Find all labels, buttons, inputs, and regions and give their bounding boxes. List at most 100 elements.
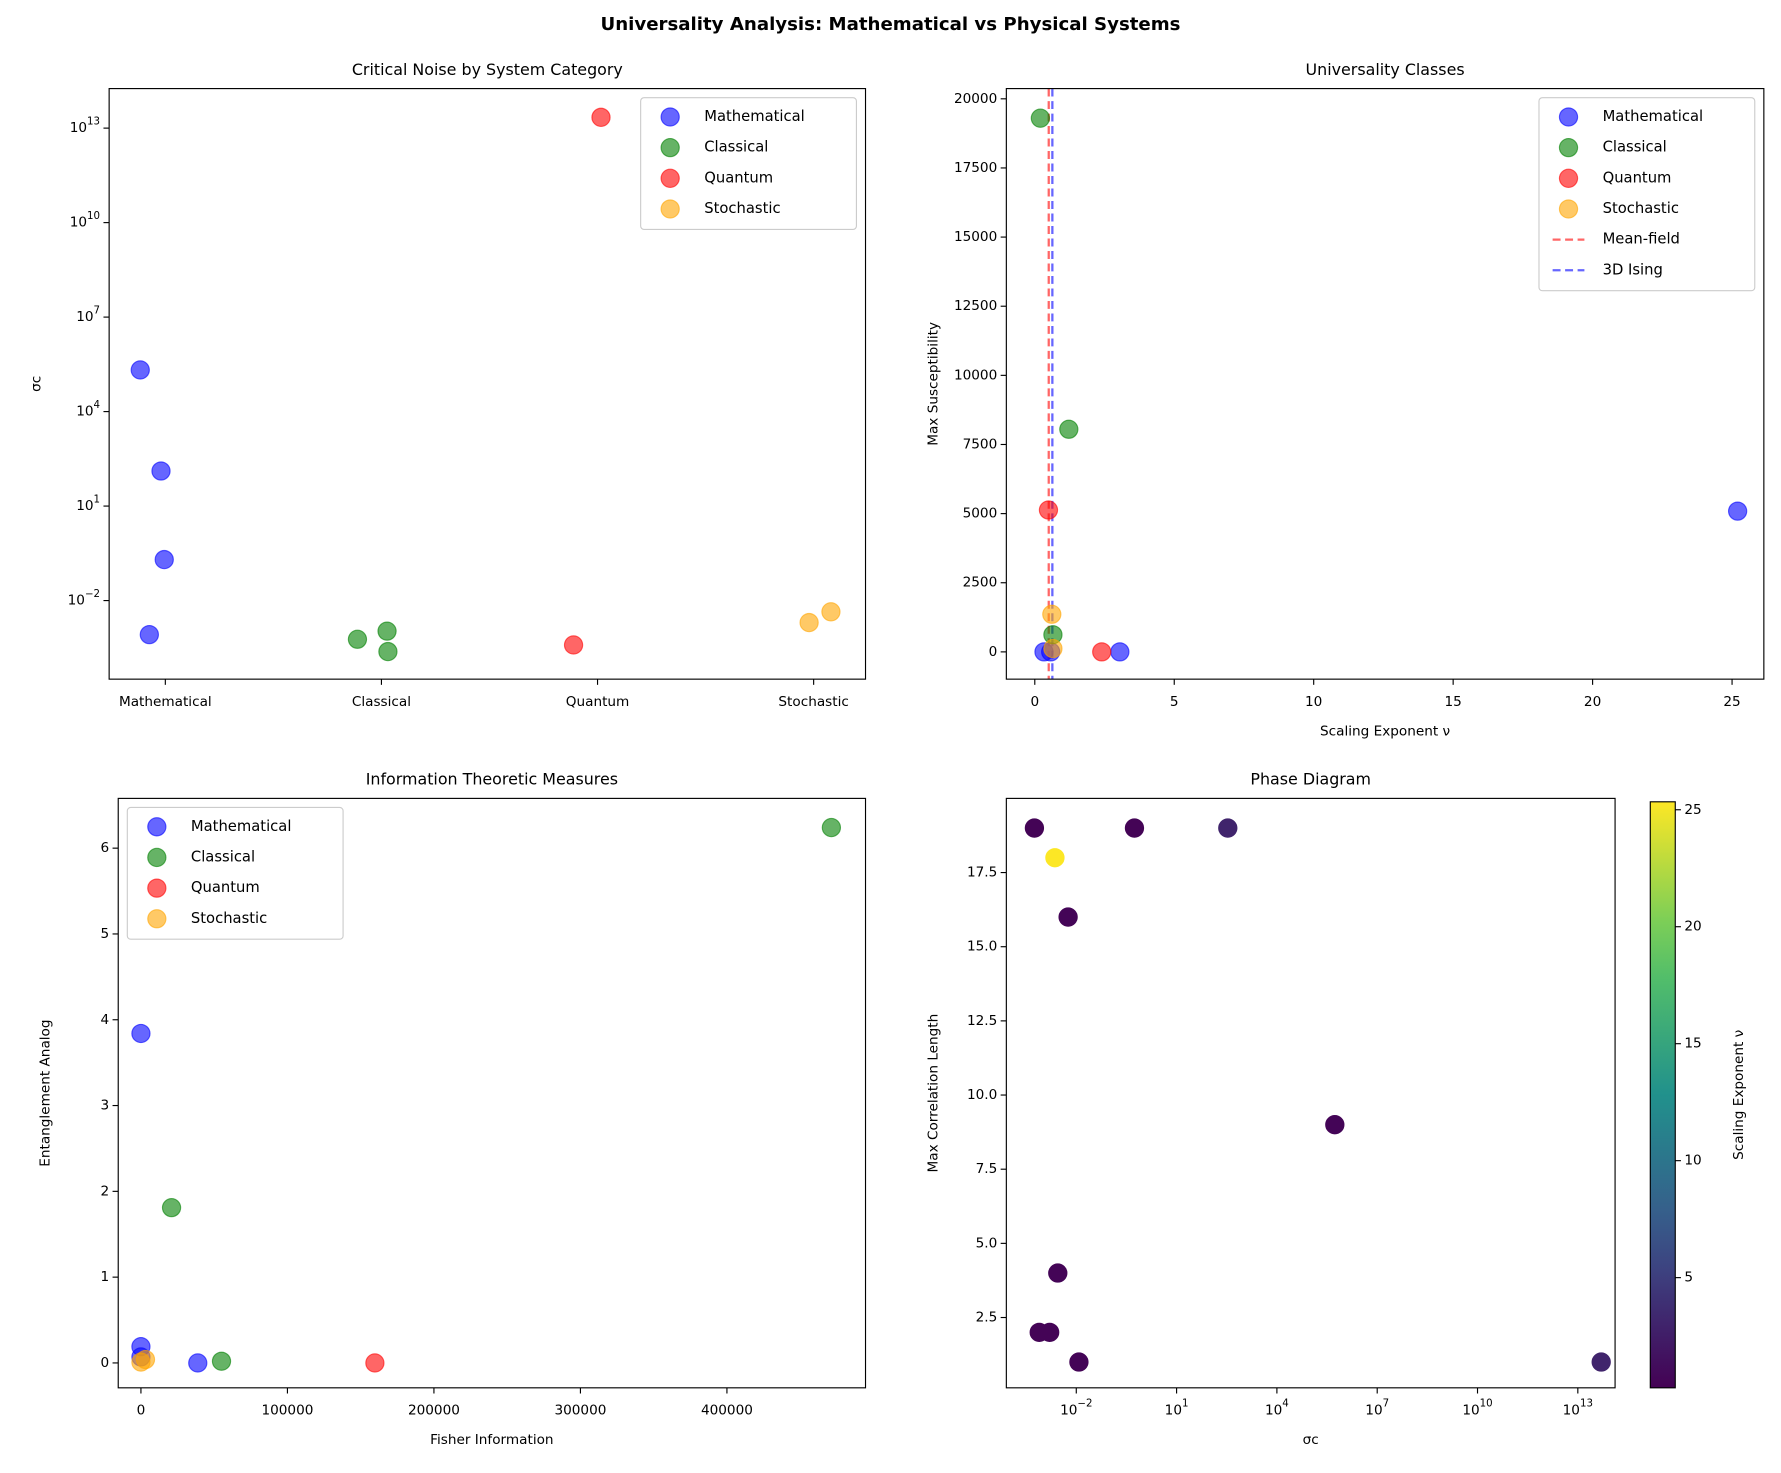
y-tick-label: 7500 <box>963 436 998 452</box>
x-tick-label: Stochastic <box>778 694 848 710</box>
colorbar-tick-label: 25 <box>1684 802 1701 818</box>
x-axis-label: σc <box>1303 1432 1319 1448</box>
y-tick-label: 0 <box>100 1355 109 1371</box>
legend-marker <box>660 107 680 127</box>
y-tick-label: 0 <box>989 644 998 660</box>
point <box>131 1023 151 1044</box>
x-tick-label: 5 <box>1170 694 1179 710</box>
x-tick-label: 0 <box>1030 694 1039 710</box>
figure-title: Universality Analysis: Mathematical vs P… <box>601 14 1181 35</box>
y-tick-label: 5.0 <box>976 1235 998 1251</box>
legend-label: Mathematical <box>191 818 292 835</box>
legend-marker <box>1558 137 1579 158</box>
point <box>1043 638 1063 659</box>
point <box>1038 500 1059 520</box>
y-tick-label: 6 <box>100 840 109 856</box>
point <box>1325 1115 1345 1135</box>
x-tick-label: 104 <box>1265 1399 1289 1419</box>
colorbar-tick-label: 5 <box>1684 1270 1693 1286</box>
y-axis-label: Entanglement Analog <box>38 1019 54 1166</box>
point <box>211 1351 232 1371</box>
point <box>139 624 159 645</box>
legend-label: Mathematical <box>704 108 805 125</box>
y-tick-label: 101 <box>76 494 100 514</box>
legend-label: Classical <box>191 848 255 865</box>
point <box>161 1197 182 1218</box>
point <box>1218 818 1238 838</box>
legend-label: Mean-field <box>1603 231 1680 248</box>
point <box>1048 1263 1068 1283</box>
plot-frame <box>108 88 867 680</box>
panel-title: Universality Classes <box>1306 60 1465 79</box>
legend-marker <box>147 878 167 898</box>
colorbar-tick-label: 10 <box>1684 1153 1701 1169</box>
point <box>1042 604 1062 624</box>
point <box>1110 642 1130 662</box>
x-axis-label: Scaling Exponent ν <box>1320 723 1450 739</box>
y-tick-label: 4 <box>100 1012 109 1028</box>
point <box>347 629 368 649</box>
y-tick-label: 17500 <box>954 160 997 176</box>
plot-frame <box>1005 88 1765 680</box>
point <box>1045 848 1065 868</box>
point <box>1040 1322 1060 1343</box>
x-tick-label: 25 <box>1723 694 1740 710</box>
point <box>154 549 174 570</box>
x-tick-label: 10 <box>1305 694 1322 710</box>
y-tick-label: 7.5 <box>976 1161 998 1177</box>
x-tick-label: 20 <box>1584 694 1601 710</box>
y-tick-label: 1013 <box>70 116 100 136</box>
legend-marker <box>1558 107 1579 127</box>
point <box>799 612 819 633</box>
point <box>1124 818 1145 838</box>
legend-marker <box>660 137 680 158</box>
legend-label: Stochastic <box>191 910 267 927</box>
y-tick-label: 107 <box>76 305 100 325</box>
legend-box <box>1538 97 1756 292</box>
x-tick-label: 200000 <box>408 1403 460 1419</box>
point <box>1058 907 1078 927</box>
panel-title: Critical Noise by System Category <box>352 60 623 79</box>
x-tick-label: 1013 <box>1563 1399 1593 1419</box>
y-tick-label: 2500 <box>963 575 998 591</box>
point <box>151 461 171 481</box>
y-tick-label: 2 <box>100 1183 109 1199</box>
point <box>1591 1352 1611 1372</box>
x-tick-label: 10−2 <box>1060 1399 1092 1419</box>
point <box>1059 419 1079 439</box>
y-tick-label: 12.5 <box>967 1013 997 1029</box>
legend-label: Classical <box>704 139 768 156</box>
legend-label: Quantum <box>1603 169 1672 186</box>
legend-marker <box>147 817 167 837</box>
legend-marker <box>147 847 167 868</box>
x-tick-label: 0 <box>137 1403 146 1419</box>
point <box>1024 818 1045 838</box>
y-tick-label: 5000 <box>963 506 998 522</box>
panel-title: Phase Diagram <box>1250 770 1371 789</box>
y-tick-label: 15000 <box>954 229 997 245</box>
x-tick-label: 1010 <box>1462 1399 1492 1419</box>
x-tick-label: 15 <box>1444 694 1461 710</box>
legend-box <box>126 806 344 940</box>
legend-box <box>640 97 857 230</box>
y-tick-label: 12500 <box>954 298 997 314</box>
y-axis-label: Max Correlation Length <box>926 1014 942 1173</box>
point <box>188 1353 208 1373</box>
y-tick-label: 3 <box>100 1098 109 1114</box>
y-tick-label: 10.0 <box>967 1087 997 1103</box>
y-tick-label: 10000 <box>954 367 997 383</box>
legend-label: Stochastic <box>704 200 780 217</box>
point <box>1727 501 1748 521</box>
x-tick-label: 100000 <box>261 1403 313 1419</box>
y-axis-label: σc <box>28 376 44 392</box>
x-tick-label: 300000 <box>554 1403 606 1419</box>
point <box>821 602 841 622</box>
y-tick-label: 5 <box>100 926 109 942</box>
legend-marker <box>1558 199 1579 219</box>
point <box>1092 642 1112 662</box>
point <box>821 817 842 838</box>
colorbar-label: Scaling Exponent ν <box>1731 1030 1747 1160</box>
x-tick-label: 107 <box>1365 1399 1389 1419</box>
legend-label: Quantum <box>704 169 773 186</box>
